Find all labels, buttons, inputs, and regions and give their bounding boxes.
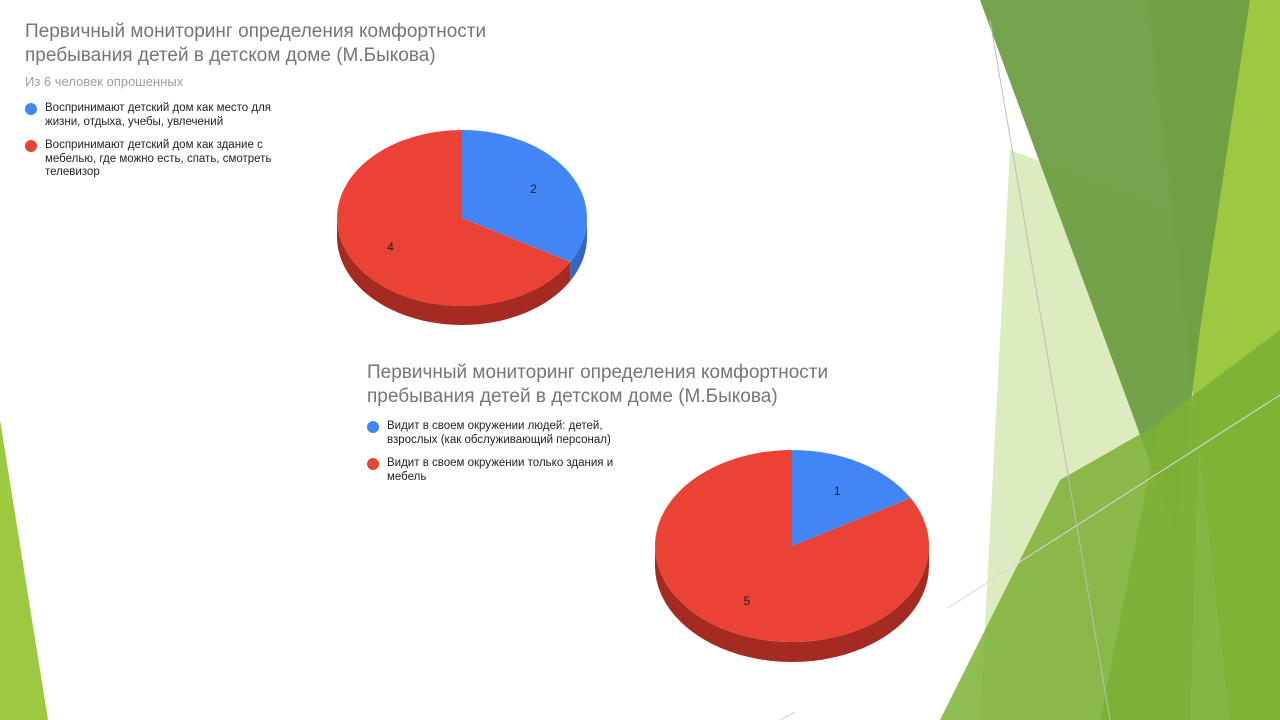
- legend-label: Видит в своем окружении людей: детей, вз…: [387, 420, 611, 446]
- deco-shape-dark-band: [980, 0, 1250, 530]
- chart-1-title: Первичный мониторинг определения комфорт…: [25, 21, 487, 66]
- pie-slice-1: [337, 130, 571, 306]
- legend-swatch-blue: [367, 421, 379, 433]
- legend-label: Видит в своем окружении только здания и …: [387, 457, 614, 483]
- legend-swatch-red: [25, 140, 37, 152]
- slice-value-label: 2: [530, 182, 537, 196]
- pie-side-1: [337, 218, 571, 325]
- deco-thin-line-1: [989, 19, 1111, 720]
- pie-slice-0: [462, 130, 587, 262]
- pie-slice-0: [792, 450, 911, 546]
- chart-2-title: Первичный мониторинг определения комфорт…: [367, 362, 829, 407]
- slice-value-label: 1: [834, 484, 841, 498]
- deco-shape-left-green: [0, 420, 48, 720]
- chart-1-subtitle: Из 6 человек опрошенных: [25, 74, 184, 89]
- slice-value-label: 4: [387, 240, 394, 254]
- legend-swatch-blue: [25, 103, 37, 115]
- chart-1-legend: Воспринимают детский дом как место для ж…: [25, 102, 300, 190]
- deco-thin-line-3: [779, 711, 796, 720]
- legend-item: Воспринимают детский дом как место для ж…: [25, 102, 300, 129]
- pie-slice-1: [655, 450, 930, 642]
- deco-thin-line-2: [947, 394, 1280, 609]
- slice-value-label: 5: [743, 594, 750, 608]
- legend-swatch-red: [367, 458, 379, 470]
- chart-2-legend: Видит в своем окружении людей: детей, вз…: [367, 420, 647, 494]
- legend-item: Видит в своем окружении только здания и …: [367, 457, 647, 484]
- legend-item: Воспринимают детский дом как здание с ме…: [25, 139, 300, 180]
- pie-side-0: [570, 218, 587, 281]
- deco-shape-bottom-green: [940, 400, 1200, 720]
- pie-side-1: [655, 546, 929, 662]
- legend-label: Воспринимают детский дом как место для ж…: [45, 102, 272, 128]
- legend-item: Видит в своем окружении людей: детей, вз…: [367, 420, 647, 447]
- legend-label: Воспринимают детский дом как здание с ме…: [45, 139, 272, 178]
